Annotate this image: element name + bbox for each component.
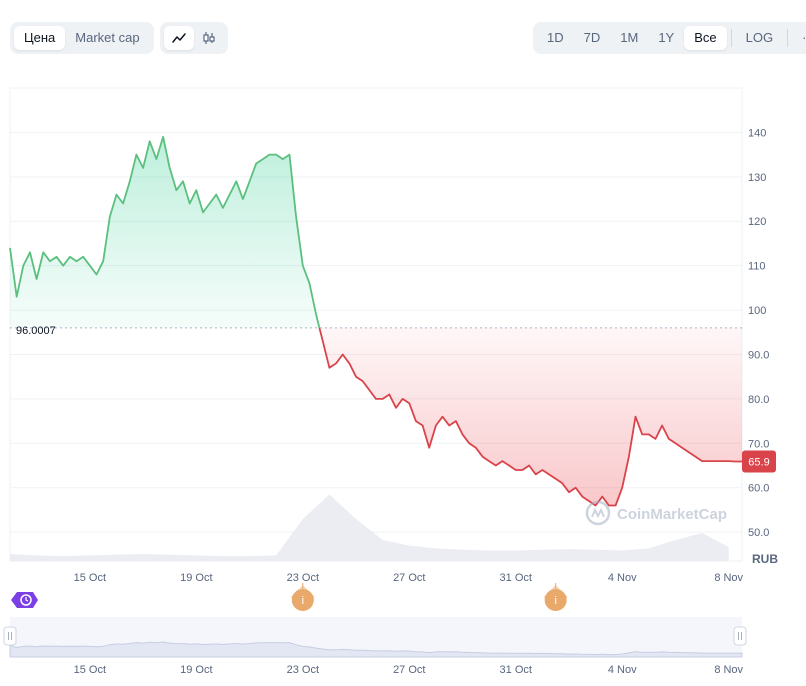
current-price-badge-bg [742, 450, 776, 473]
price-lines [9, 136, 742, 507]
y-tick-label: 140 [748, 127, 766, 139]
watermark-text: CoinMarketCap [617, 506, 727, 523]
navigator[interactable] [3, 617, 747, 658]
x-tick-label: 15 Oct [74, 572, 106, 584]
candlestick-button[interactable] [194, 26, 224, 50]
navigator-axis: 15 Oct 19 Oct 23 Oct 27 Oct 31 Oct 4 Nov 8 Nov [74, 664, 744, 676]
currency-label: RUB [752, 552, 778, 566]
more-options-button[interactable]: ··· [792, 26, 806, 50]
y-axis: 140 130 120 110 100 90.0 80.0 70.0 60.0 50.0 [748, 127, 769, 539]
candlestick-icon [203, 32, 215, 44]
navigator-tick-label: 27 Oct [393, 664, 425, 676]
range-1d[interactable]: 1D [547, 30, 564, 45]
history-button[interactable] [11, 592, 38, 608]
chart-style-toggle [160, 22, 228, 54]
x-tick-label: 27 Oct [393, 572, 425, 584]
x-tick-label: 8 Nov [714, 572, 743, 584]
toolbar-divider [787, 29, 789, 47]
navigator-tick-label: 8 Nov [714, 664, 743, 676]
x-axis: 15 Oct 19 Oct 23 Oct 27 Oct 31 Oct 4 Nov 8 Nov [74, 572, 744, 584]
navigator-tick-label: 31 Oct [500, 664, 532, 676]
log-scale-button[interactable]: LOG [745, 30, 774, 45]
range-1m[interactable]: 1M [620, 30, 639, 45]
coinmarketcap-logo-mark [591, 507, 605, 519]
area-above-baseline [10, 136, 320, 328]
price-line-down [318, 327, 742, 507]
price-areas [10, 136, 742, 506]
event-marker-label: i [554, 595, 556, 607]
history-icon [20, 594, 32, 606]
navigator-tick-label: 23 Oct [287, 664, 319, 676]
navigator-right-handle[interactable] [733, 626, 747, 646]
x-tick-label: 23 Oct [287, 572, 319, 584]
y-tick-label: 100 [748, 305, 766, 317]
range-1y[interactable]: 1Y [658, 30, 675, 45]
line-chart-icon [172, 33, 186, 43]
x-tick-label: 4 Nov [608, 572, 637, 584]
y-tick-label: 70.0 [748, 438, 769, 450]
baseline-label: 96.0007 [16, 325, 56, 337]
current-price-badge: 65.9 [742, 450, 776, 473]
tab-market-cap[interactable]: Market cap [75, 30, 140, 45]
current-price-label: 65.9 [748, 457, 769, 469]
tab-price[interactable]: Цена [14, 26, 66, 50]
navigator-left-handle[interactable] [3, 626, 17, 646]
y-tick-label: 60.0 [748, 483, 769, 495]
navigator-tick-label: 19 Oct [180, 664, 212, 676]
navigator-tick-label: 4 Nov [608, 664, 637, 676]
event-marker [291, 589, 314, 611]
area-below-baseline [319, 327, 742, 506]
price-line-up [9, 136, 321, 329]
y-tick-label: 90.0 [748, 349, 769, 361]
x-tick-label: 31 Oct [500, 572, 532, 584]
watermark: CoinMarketCap [585, 500, 727, 526]
y-tick-label: 130 [748, 172, 766, 184]
event-marker-label: i [302, 595, 304, 607]
range-7d[interactable]: 7D [583, 30, 601, 45]
line-chart-button[interactable] [164, 26, 194, 50]
y-tick-label: 120 [748, 216, 766, 228]
navigator-tick-label: 15 Oct [74, 664, 106, 676]
navigator-area [9, 641, 743, 658]
range-all[interactable]: Все [684, 26, 727, 50]
y-tick-label: 110 [748, 261, 766, 273]
event-marker [544, 589, 567, 611]
y-tick-label: 50.0 [748, 527, 769, 539]
coinmarketcap-logo-icon [585, 500, 611, 526]
volume-bars [10, 494, 729, 561]
toolbar-divider [730, 29, 732, 47]
y-tick-label: 80.0 [748, 394, 769, 406]
time-range-toggle: 1D 7D 1M 1Y Все LOG ··· [533, 22, 806, 54]
x-tick-label: 19 Oct [180, 572, 212, 584]
volume-area [10, 494, 729, 561]
chart-type-toggle: Цена Market cap [10, 22, 154, 54]
